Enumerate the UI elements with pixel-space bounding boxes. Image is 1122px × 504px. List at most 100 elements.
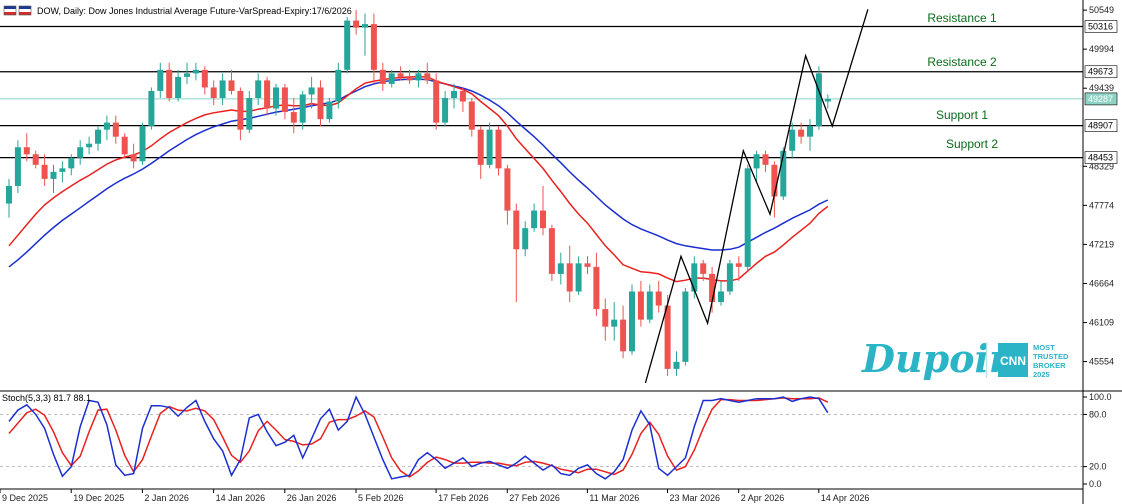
candle-31: [281, 83, 288, 120]
candle-body: [23, 147, 30, 155]
candle-81: [726, 259, 733, 296]
cnn-logo-icon: CNN: [998, 343, 1028, 377]
candle-body: [59, 168, 66, 172]
award-text: MOST TRUSTED BROKER 2025: [1033, 343, 1069, 379]
candle-66: [593, 252, 600, 317]
candle-11: [103, 115, 110, 141]
candle-body: [726, 263, 733, 292]
candle-89: [798, 122, 805, 144]
candle-4: [41, 154, 48, 186]
stoch-tick-label-0: 100.0: [1089, 392, 1112, 402]
candle-body: [157, 69, 164, 91]
candle-body: [326, 101, 333, 120]
candle-body: [166, 69, 173, 98]
candle-35: [317, 80, 324, 127]
candle-body: [175, 76, 182, 98]
chart-title: DOW, Daily: Dow Jones Industrial Average…: [37, 6, 352, 16]
candle-body: [362, 24, 368, 28]
stoch-k-line: [8, 395, 829, 480]
candle-body: [130, 154, 137, 162]
candle-56: [504, 164, 511, 225]
y-tick-label-6: 46664: [1089, 278, 1114, 288]
award-line-2: TRUSTED: [1033, 352, 1069, 361]
candle-39: [353, 10, 360, 35]
candle-15: [139, 122, 146, 165]
candle-body: [237, 90, 244, 130]
candle-body: [148, 90, 155, 127]
candle-body: [655, 291, 662, 306]
candle-body: [691, 263, 698, 292]
candle-73: [655, 280, 662, 313]
candle-body: [735, 263, 742, 267]
candle-body: [415, 73, 422, 81]
stochastic-panel: [0, 395, 1083, 480]
candle-16: [148, 87, 155, 130]
award-line-3: BROKER: [1033, 361, 1066, 370]
candle-body: [424, 73, 431, 81]
candle-body: [281, 87, 288, 113]
candle-body: [388, 73, 395, 84]
candle-body: [620, 319, 627, 352]
candle-body: [370, 24, 377, 70]
candle-body: [317, 87, 324, 120]
candle-74: [664, 295, 671, 376]
candle-body: [184, 73, 190, 77]
candle-body: [77, 147, 84, 158]
candle-body: [273, 87, 279, 109]
candle-body: [50, 171, 57, 179]
candle-body: [290, 112, 297, 123]
candle-55: [495, 126, 502, 176]
candle-84: [753, 150, 760, 183]
candle-body: [780, 150, 787, 197]
candle-body: [451, 90, 457, 98]
projection-zigzag: [644, 9, 869, 384]
candle-41: [370, 13, 377, 84]
candle-63: [566, 245, 573, 303]
candle-body: [548, 228, 555, 274]
candle-76: [682, 287, 689, 366]
y-tick-label-0: 50549: [1089, 5, 1114, 15]
candle-body: [495, 129, 502, 169]
level-label-3: Support 2: [946, 137, 998, 151]
candle-1: [14, 140, 21, 193]
candle-body: [406, 76, 413, 81]
candle-5: [50, 164, 57, 193]
candle-65: [584, 256, 591, 274]
candle-body: [602, 309, 609, 327]
brand-logo: Dupoin: [861, 336, 1017, 381]
x-tick-label-1: 19 Dec 2025: [73, 493, 124, 503]
candle-75: [673, 351, 680, 376]
candle-51: [459, 87, 466, 113]
candle-body: [219, 80, 226, 98]
candle-67: [602, 298, 609, 341]
level-tag-3-box: [1084, 151, 1118, 164]
candle-0: [6, 178, 12, 218]
candle-body: [308, 87, 315, 95]
candle-body: [762, 154, 769, 165]
candle-69: [620, 305, 627, 359]
candle-23: [210, 80, 217, 106]
y-tick-label-4: 47774: [1089, 200, 1114, 210]
candle-body: [477, 129, 484, 165]
candle-body: [744, 168, 751, 267]
candle-body: [771, 164, 778, 197]
candle-body: [575, 263, 582, 292]
candle-25: [228, 69, 235, 95]
level-tag-3: 48453: [1088, 153, 1113, 163]
candle-21: [192, 62, 199, 81]
candle-78: [700, 259, 707, 281]
candle-44: [397, 66, 404, 81]
candle-body: [41, 164, 48, 179]
candle-body: [531, 210, 538, 229]
candle-57: [513, 203, 520, 303]
candle-18: [166, 62, 173, 102]
candle-body: [753, 154, 760, 169]
y-tick-label-8: 45554: [1089, 357, 1114, 367]
level-tag-1-box: [1084, 65, 1118, 79]
candle-body: [798, 129, 805, 137]
candle-body: [6, 185, 12, 204]
symbol-icon: [3, 5, 32, 16]
candle-49: [442, 90, 449, 127]
candle-20: [184, 62, 190, 84]
